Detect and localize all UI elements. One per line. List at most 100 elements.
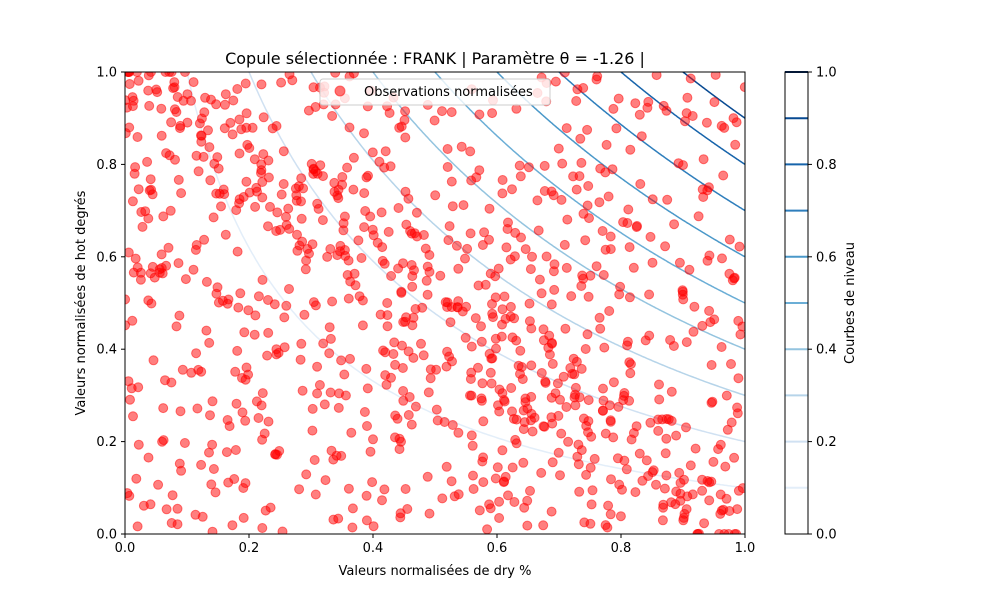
data-point <box>128 411 138 422</box>
data-point <box>295 354 306 365</box>
data-point <box>660 241 671 252</box>
data-point <box>598 383 608 394</box>
data-point <box>507 462 518 473</box>
data-point <box>630 487 641 498</box>
data-point <box>706 397 717 408</box>
data-point <box>681 337 692 348</box>
data-point <box>301 255 312 266</box>
data-point <box>689 301 700 312</box>
data-point <box>333 193 344 204</box>
data-point <box>446 476 457 487</box>
data-point <box>538 520 549 531</box>
data-point <box>631 421 642 432</box>
data-point <box>386 372 396 383</box>
data-point <box>608 432 619 443</box>
data-point <box>685 460 696 471</box>
data-point <box>442 162 453 172</box>
data-point <box>368 434 378 445</box>
data-point <box>515 171 526 182</box>
data-point <box>339 369 350 380</box>
data-point <box>279 312 290 323</box>
data-point <box>558 371 569 382</box>
data-point <box>458 200 469 211</box>
data-point <box>239 327 250 338</box>
data-point <box>133 75 144 86</box>
data-point <box>598 270 609 280</box>
data-point <box>125 394 135 405</box>
data-point <box>172 503 183 514</box>
data-point <box>263 221 273 232</box>
data-point <box>278 146 289 157</box>
data-point <box>402 504 413 514</box>
plot-area: 0.0 0.2 0.4 0.6 0.8 1.0 0.0 0.2 0.4 0.6 0.8 1.0 <box>96 66 755 557</box>
data-point <box>583 395 594 406</box>
data-point <box>553 143 564 154</box>
data-point <box>490 473 501 484</box>
data-point <box>190 244 201 255</box>
colorbar-tick-label: 1.0 <box>816 66 837 81</box>
data-point <box>452 302 463 313</box>
data-point <box>182 89 193 100</box>
data-point <box>622 218 633 228</box>
data-point <box>133 382 144 393</box>
data-point <box>574 392 585 403</box>
data-point <box>253 291 264 302</box>
data-point <box>523 162 534 173</box>
data-point <box>552 378 563 389</box>
data-point <box>669 219 680 230</box>
data-point <box>310 300 321 311</box>
data-point <box>271 344 282 355</box>
data-point <box>697 320 708 331</box>
data-point <box>423 387 434 398</box>
data-point <box>623 204 634 215</box>
data-point <box>278 179 289 189</box>
data-point <box>125 72 135 77</box>
data-point <box>234 148 245 159</box>
data-point <box>390 359 401 370</box>
data-point <box>660 448 671 459</box>
data-point <box>737 483 745 494</box>
data-point <box>422 289 433 300</box>
data-point <box>390 432 400 443</box>
data-point <box>478 416 489 427</box>
data-point <box>237 407 248 418</box>
data-point <box>211 288 222 299</box>
data-point <box>647 194 658 205</box>
data-point <box>507 184 517 195</box>
data-point <box>668 341 679 351</box>
scatter-points <box>125 72 745 534</box>
data-point <box>717 253 727 264</box>
data-point <box>401 312 412 323</box>
data-point <box>232 246 243 257</box>
data-point <box>634 109 645 120</box>
data-point <box>231 398 242 409</box>
data-point <box>576 157 587 168</box>
data-point <box>418 350 429 361</box>
y-tick-label: 0.4 <box>96 343 117 358</box>
data-point <box>422 261 433 272</box>
data-point <box>474 109 485 120</box>
data-point <box>196 366 207 377</box>
data-point <box>540 377 551 388</box>
data-point <box>594 197 605 208</box>
data-point <box>715 489 726 500</box>
data-point <box>279 342 290 353</box>
data-point <box>238 512 249 523</box>
data-point <box>726 359 736 369</box>
data-point <box>468 484 479 494</box>
data-point <box>640 335 651 346</box>
data-point <box>601 139 612 150</box>
data-point <box>636 131 647 142</box>
data-point <box>563 436 574 447</box>
data-point <box>626 434 637 445</box>
data-point <box>541 251 552 262</box>
data-point <box>497 188 508 199</box>
data-point <box>580 235 591 246</box>
data-point <box>690 443 701 454</box>
data-point <box>539 421 550 432</box>
data-point <box>566 291 577 302</box>
contour-line <box>372 72 745 350</box>
data-point <box>550 76 561 87</box>
data-point <box>642 102 653 113</box>
